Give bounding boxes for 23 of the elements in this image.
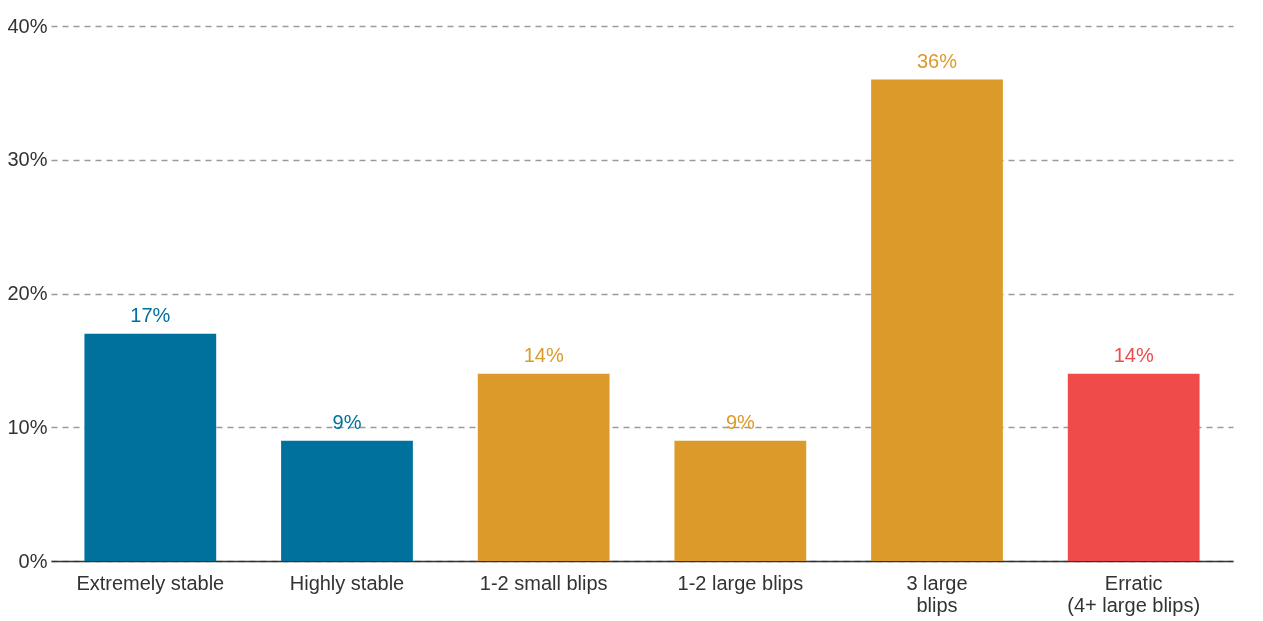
data-label: 14% — [523, 343, 564, 366]
y-tick-label: 30% — [7, 148, 48, 171]
x-tick-label: 1-2 small blips — [479, 571, 608, 594]
data-label: 17% — [130, 303, 171, 326]
y-tick-label: 40% — [7, 14, 48, 37]
x-tick-label: 1-2 large blips — [677, 571, 804, 594]
bar — [871, 79, 1003, 561]
x-tick-label: Extremely stable — [76, 571, 225, 594]
x-tick-label: Highly stable — [289, 571, 405, 594]
data-label: 14% — [1113, 343, 1154, 366]
x-tick-label: Erratic (4+ large blips) — [1067, 571, 1201, 616]
y-tick-label: 0% — [18, 549, 48, 572]
y-tick-label: 20% — [7, 282, 48, 304]
bar — [281, 440, 413, 561]
data-label: 9% — [332, 410, 362, 433]
bar — [674, 440, 807, 561]
bar — [477, 373, 610, 561]
data-label: 36% — [916, 49, 958, 72]
bar — [1067, 373, 1200, 561]
x-tick-label: 3 large blips — [906, 571, 968, 616]
bar — [84, 333, 217, 561]
y-tick-label: 10% — [7, 415, 48, 438]
data-label: 9% — [725, 410, 756, 433]
